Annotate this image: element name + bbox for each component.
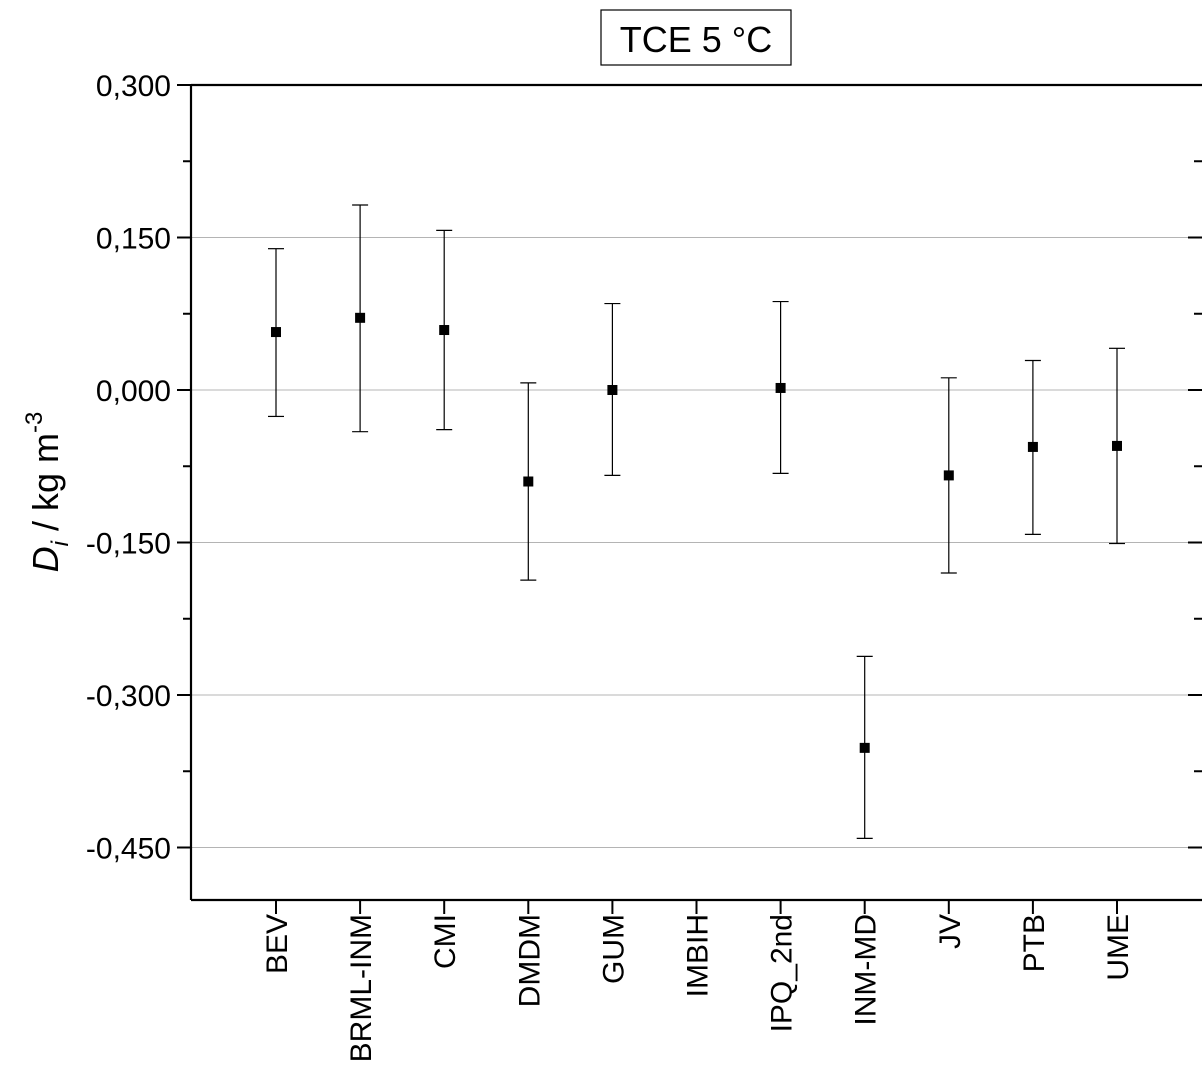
x-tick-label: BEV	[261, 914, 294, 974]
data-point	[943, 470, 954, 481]
data-point	[775, 382, 786, 393]
data-point	[1027, 441, 1038, 452]
x-tick-label: DMDM	[513, 914, 546, 1007]
x-tick-label: JV	[934, 914, 967, 949]
y-tick-label: -0,150	[86, 528, 171, 561]
data-point	[271, 327, 281, 338]
y-axis-label-main: D	[25, 546, 66, 572]
x-tick-label: BRML-INM	[345, 914, 378, 1062]
x-tick-label: IPQ_2nd	[766, 914, 799, 1032]
data-points	[268, 204, 1125, 839]
x-tick-label: INM-MD	[850, 914, 883, 1026]
y-axis-label-unit: / kg m	[25, 433, 66, 541]
data-point	[523, 476, 534, 487]
y-tick-label: 0,150	[96, 223, 171, 256]
chart-title: TCE 5 °C	[620, 19, 772, 60]
data-point	[439, 325, 450, 336]
y-tick-label: -0,450	[86, 833, 171, 866]
y-tick-label: 0,300	[96, 70, 171, 103]
grid-lines	[191, 237, 1202, 848]
y-tick-label: -0,300	[86, 680, 171, 713]
x-tick-label: IMBIH	[682, 914, 715, 997]
x-tick-label: GUM	[597, 914, 630, 984]
x-tick-labels: BEV BRML-INM CMI DMDM GUM IMBIH IPQ_2nd INM-MD J…	[261, 914, 1135, 1062]
x-tick-label: PTB	[1018, 914, 1051, 972]
data-point	[607, 385, 618, 395]
data-point	[859, 742, 870, 753]
chart-title-box: TCE 5 °C	[600, 9, 792, 66]
y-tick-label: 0,000	[96, 375, 171, 408]
y-axis-label: Di / kg m-3	[21, 412, 74, 573]
y-axis-label-subscript: i	[47, 540, 74, 546]
axes: 0,300 0,150 0,000 -0,150 -0,300 -0,450	[86, 70, 1202, 914]
data-point	[355, 312, 366, 323]
y-axis-label-superscript: -3	[21, 412, 48, 433]
x-tick-label: CMI	[429, 914, 462, 969]
chart-title-frame	[600, 9, 792, 66]
data-point	[1112, 440, 1122, 451]
x-tick-label: UME	[1102, 914, 1135, 981]
